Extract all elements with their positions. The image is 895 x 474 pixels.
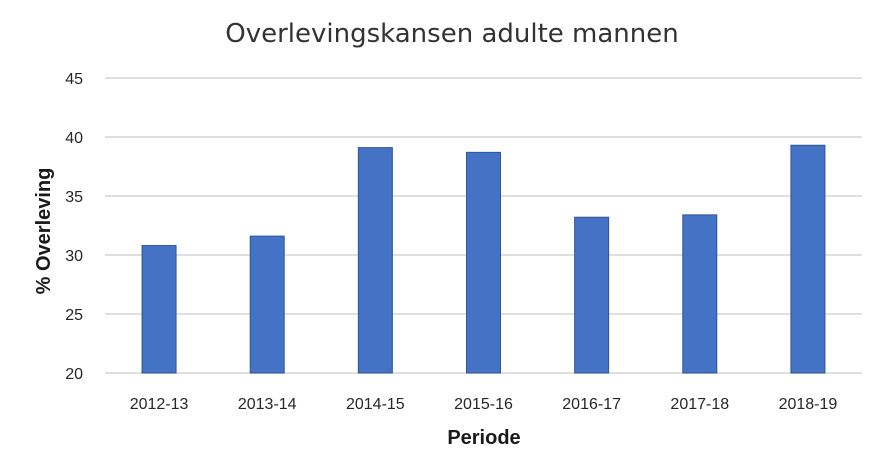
bar-2012-13 <box>141 245 177 374</box>
y-tick-label: 35 <box>65 189 83 206</box>
y-tick-labels: 20 25 30 35 40 45 <box>65 71 83 383</box>
y-tick-label: 40 <box>65 130 83 147</box>
x-tick-labels: 2012-13 2013-14 2014-15 2015-16 2016-17 2017-… <box>130 396 838 413</box>
x-tick-label: 2016-17 <box>562 396 621 413</box>
y-axis-label: % Overleving <box>33 168 55 295</box>
bar-2015-16 <box>466 151 501 374</box>
x-tick-label: 2018-19 <box>779 396 838 413</box>
y-tick-label: 30 <box>65 248 83 265</box>
y-tick-label: 25 <box>65 307 83 324</box>
x-axis-label: Periode <box>447 427 520 449</box>
chart-title: Overlevingskansen adulte mannen <box>225 19 678 49</box>
y-tick-label: 45 <box>65 71 83 88</box>
x-tick-label: 2014-15 <box>346 396 405 413</box>
x-tick-label: 2015-16 <box>454 396 513 413</box>
y-tick-label: 20 <box>65 366 83 383</box>
bar-2014-15 <box>357 147 393 374</box>
bar-2017-18 <box>682 214 718 374</box>
x-tick-label: 2017-18 <box>670 396 729 413</box>
x-tick-label: 2012-13 <box>130 396 189 413</box>
bar-2013-14 <box>249 235 285 374</box>
bar-2016-17 <box>574 216 610 374</box>
x-tick-label: 2013-14 <box>238 396 297 413</box>
bar-2018-19 <box>790 144 826 374</box>
bars <box>141 144 826 374</box>
